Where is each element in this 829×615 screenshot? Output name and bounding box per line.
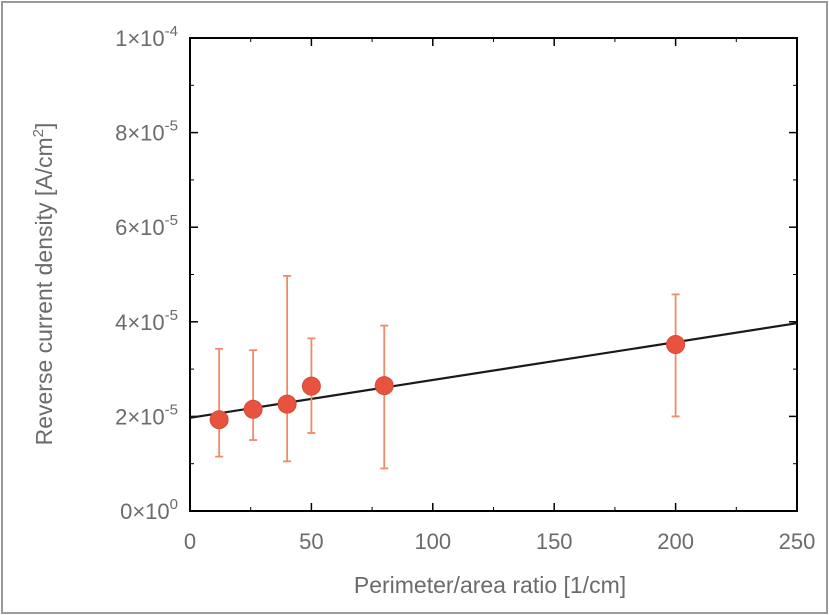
x-tick-label: 150 — [536, 529, 573, 554]
y-axis-title: Reverse current density [A/cm2] — [30, 123, 57, 446]
y-tick-exponent: -4 — [165, 23, 178, 40]
y-tick-mantissa: 8×10 — [115, 121, 165, 146]
y-tick-mantissa: 2×10 — [115, 404, 165, 429]
y-tick-label: 0×100 — [120, 496, 178, 524]
data-point — [209, 410, 229, 430]
y-tick-exponent: -5 — [165, 401, 178, 418]
x-axis-title: Perimeter/area ratio [1/cm] — [354, 572, 626, 598]
x-tick-label: 0 — [184, 529, 196, 554]
plot-frame — [189, 37, 798, 512]
y-axis-title-close: ] — [31, 123, 57, 129]
x-tick-label: 100 — [414, 529, 451, 554]
y-tick-exponent: 0 — [170, 496, 178, 513]
y-tick-exponent: -5 — [165, 307, 178, 324]
y-tick-label: 1×10-4 — [115, 23, 178, 51]
y-tick-exponent: -5 — [165, 212, 178, 229]
y-tick-label: 2×10-5 — [115, 401, 178, 429]
y-tick-mantissa: 4×10 — [115, 310, 165, 335]
y-tick-mantissa: 0×10 — [120, 499, 170, 524]
y-tick-exponent: -5 — [165, 118, 178, 135]
x-tick-label: 200 — [657, 529, 694, 554]
y-tick-mantissa: 1×10 — [115, 26, 165, 51]
x-tick-label: 50 — [299, 529, 323, 554]
data-point — [301, 376, 321, 396]
y-tick-label: 6×10-5 — [115, 212, 178, 240]
y-axis-title-sup: 2 — [30, 129, 47, 137]
y-tick-label: 4×10-5 — [115, 307, 178, 335]
data-point — [243, 399, 263, 419]
y-tick-label: 8×10-5 — [115, 118, 178, 146]
data-point — [277, 394, 297, 414]
x-tick-label: 250 — [779, 529, 816, 554]
y-tick-mantissa: 6×10 — [115, 215, 165, 240]
data-point — [666, 335, 686, 355]
data-point — [374, 376, 394, 396]
y-axis-title-main: Reverse current density [A/cm — [31, 137, 57, 445]
